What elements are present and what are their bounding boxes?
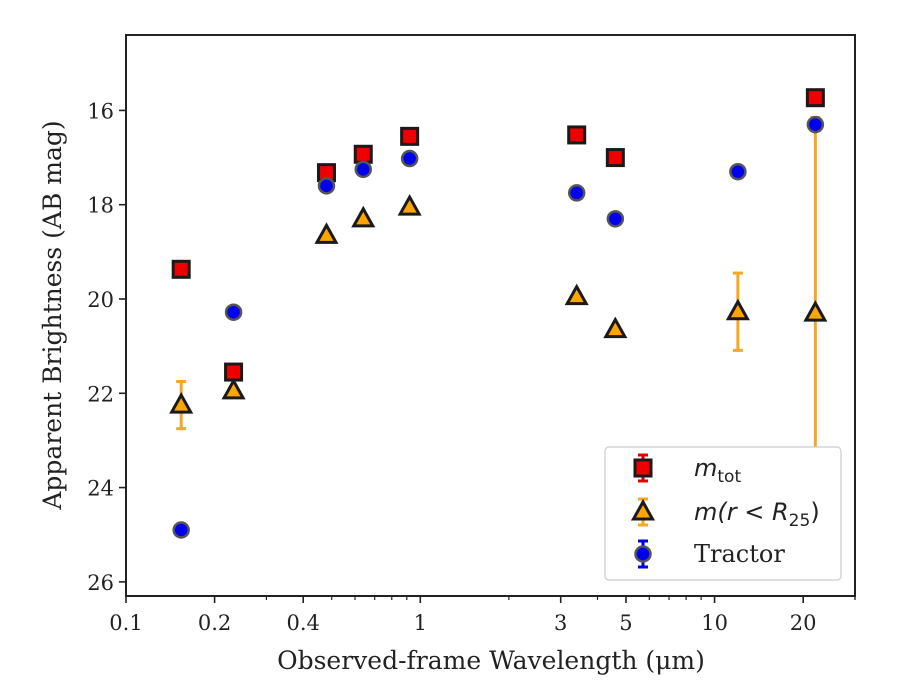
y-tick-label: 16	[87, 99, 114, 123]
y-tick-label: 24	[87, 477, 114, 501]
plot-frame	[125, 34, 856, 597]
y-tick-label: 18	[87, 194, 114, 218]
x-tick-label: 10	[701, 611, 728, 635]
tractor-marker	[606, 210, 625, 228]
m-tot-marker	[605, 148, 625, 168]
legend-label-triangle: m(r < R25)	[694, 498, 820, 531]
x-tick-label: 0.1	[109, 611, 142, 635]
tractor-marker	[172, 521, 190, 539]
tractor-marker	[567, 184, 586, 202]
y-axis-label: Apparent Brightness (AB mag)	[38, 120, 67, 510]
m-tot-marker	[400, 126, 420, 146]
m-r25-marker	[603, 316, 628, 339]
axis-ticks: 0.1 0.2 0.4 1 3 5 10 20 16 18 20 22 24 26	[87, 99, 856, 635]
y-tick-label: 26	[87, 571, 114, 595]
tractor-marker	[729, 162, 747, 181]
m-tot-marker	[805, 88, 825, 108]
m-tot-marker	[353, 144, 373, 164]
legend: mtot m(r < R25) Tractor	[604, 446, 842, 581]
m-tot-marker	[567, 125, 587, 145]
legend-marker-triangle	[630, 498, 656, 521]
m-r25-marker	[221, 377, 246, 400]
y-tick-label: 20	[87, 288, 114, 312]
m-tot-marker	[171, 259, 191, 279]
legend-marker-circle	[634, 545, 652, 563]
legend-box	[604, 446, 842, 581]
x-tick-label: 5	[619, 611, 632, 635]
m-tot-marker	[224, 362, 244, 382]
x-tick-label: 0.4	[286, 611, 319, 635]
m-r25-marker	[351, 205, 376, 228]
legend-marker-square	[633, 458, 653, 478]
m-r25-marker	[397, 193, 422, 216]
tractor-marker	[354, 160, 373, 179]
x-tick-label: 1	[414, 611, 427, 635]
tractor-marker	[224, 303, 243, 321]
x-tick-label: 3	[554, 611, 567, 635]
legend-label-circle: Tractor	[694, 540, 785, 568]
data-markers	[169, 88, 828, 539]
tractor-marker	[806, 115, 825, 134]
y-tick-label: 22	[87, 382, 114, 406]
m-r25-marker	[803, 300, 828, 322]
legend-label-square: mtot	[694, 454, 741, 487]
m-r25-marker	[725, 298, 750, 321]
tractor-marker	[317, 177, 336, 195]
m-r25-marker	[314, 222, 339, 244]
x-tick-label: 20	[790, 611, 817, 635]
m-r25-marker	[564, 283, 589, 306]
m-r25-marker	[169, 391, 194, 414]
x-tick-label: 0.2	[198, 611, 231, 635]
tractor-marker	[400, 149, 419, 168]
x-axis-label: Observed-frame Wavelength (μm)	[277, 646, 705, 675]
